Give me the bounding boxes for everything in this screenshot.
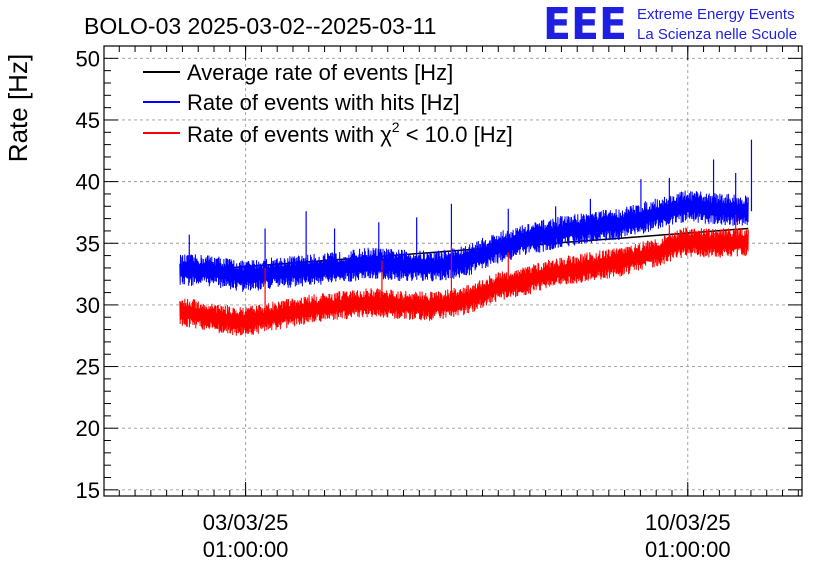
axis-layer: 152025303540455003/03/2501:00:0010/03/25…: [76, 46, 802, 562]
x-tick-label-time: 01:00:00: [645, 537, 731, 562]
series-line-2: [179, 227, 749, 336]
y-tick-label: 35: [76, 231, 100, 256]
legend-label-chi2: Rate of events with χ2 < 10.0 [Hz]: [187, 119, 513, 147]
logo-mark: EEE: [543, 0, 627, 50]
eee-logo: EEE Extreme Energy Events La Scienza nel…: [543, 0, 797, 50]
y-tick-label: 15: [76, 478, 100, 503]
legend: Average rate of events [Hz] Rate of even…: [143, 60, 513, 147]
legend-chi2-symbol: χ: [380, 122, 392, 147]
series-line-1: [179, 190, 749, 292]
legend-chi2-prefix: Rate of events with: [187, 122, 380, 147]
chart-title: BOLO-03 2025-03-02--2025-03-11: [84, 13, 436, 39]
x-tick-label-date: 10/03/25: [645, 510, 731, 535]
y-tick-label: 30: [76, 293, 100, 318]
y-tick-label: 50: [76, 46, 100, 71]
logo-line-2: La Scienza nelle Scuole: [637, 26, 797, 43]
legend-label-average: Average rate of events [Hz]: [187, 60, 453, 85]
y-tick-label: 20: [76, 416, 100, 441]
plot-frame: [103, 45, 803, 497]
legend-chi2-superscript: 2: [392, 119, 400, 135]
legend-chi2-suffix: < 10.0 [Hz]: [400, 122, 513, 147]
legend-label-hits: Rate of events with hits [Hz]: [187, 90, 460, 115]
series-layer: [179, 139, 753, 336]
x-tick-label-time: 01:00:00: [203, 537, 289, 562]
logo-line-1: Extreme Energy Events: [637, 6, 795, 23]
y-tick-label: 45: [76, 108, 100, 133]
y-tick-label: 40: [76, 170, 100, 195]
x-tick-label-date: 03/03/25: [203, 510, 289, 535]
y-axis-label: Rate [Hz]: [3, 54, 33, 162]
y-tick-label: 25: [76, 355, 100, 380]
